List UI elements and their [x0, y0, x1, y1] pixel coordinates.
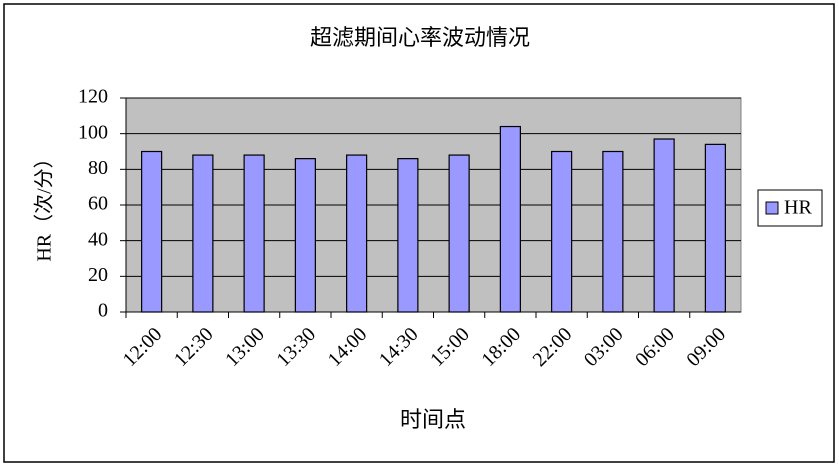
legend-label: HR	[784, 197, 812, 219]
bar	[448, 154, 470, 313]
chart-title: 超滤期间心率波动情况	[310, 25, 530, 50]
y-tick-label: 60	[88, 193, 108, 215]
bar	[294, 158, 316, 313]
legend-swatch	[765, 201, 779, 215]
bar	[192, 154, 214, 313]
bar	[397, 158, 419, 313]
bar	[346, 154, 368, 313]
bar	[653, 138, 675, 313]
x-axis-label: 时间点	[400, 407, 466, 432]
bar	[141, 150, 163, 313]
bar	[243, 154, 265, 313]
bar	[602, 150, 624, 313]
bar	[551, 150, 573, 313]
y-tick-label: 120	[78, 86, 108, 108]
y-tick-label: 40	[88, 228, 108, 250]
bar	[704, 143, 726, 313]
y-tick-label: 80	[88, 157, 108, 179]
y-tick-label: 0	[98, 300, 108, 322]
y-tick-label: 20	[88, 264, 108, 286]
bar	[499, 125, 521, 313]
y-axis-label: HR（次/分）	[33, 148, 56, 261]
y-tick-label: 100	[78, 121, 108, 143]
